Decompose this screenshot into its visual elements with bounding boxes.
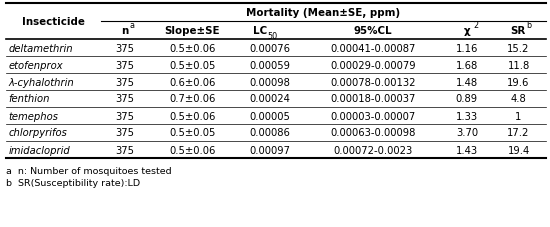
- Text: chlorpyrifos: chlorpyrifos: [9, 128, 68, 138]
- Text: 0.00098: 0.00098: [250, 77, 290, 87]
- Text: 375: 375: [115, 128, 134, 138]
- Text: 11.8: 11.8: [508, 60, 530, 70]
- Text: 375: 375: [115, 60, 134, 70]
- Text: 19.4: 19.4: [508, 145, 530, 155]
- Text: 375: 375: [115, 94, 134, 104]
- Text: Slope±SE: Slope±SE: [164, 26, 221, 36]
- Text: 0.00076: 0.00076: [250, 43, 290, 53]
- Text: a  n: Number of mosquitoes tested: a n: Number of mosquitoes tested: [6, 166, 172, 175]
- Text: 17.2: 17.2: [507, 128, 530, 138]
- Text: 0.6±0.06: 0.6±0.06: [169, 77, 216, 87]
- Text: 3.70: 3.70: [456, 128, 478, 138]
- Text: Insecticide: Insecticide: [22, 17, 85, 27]
- Text: 375: 375: [115, 111, 134, 121]
- Text: 1.16: 1.16: [456, 43, 478, 53]
- Text: fenthion: fenthion: [9, 94, 50, 104]
- Text: imidacloprid: imidacloprid: [9, 145, 70, 155]
- Text: 0.7±0.06: 0.7±0.06: [169, 94, 216, 104]
- Text: 0.00072-0.0023: 0.00072-0.0023: [334, 145, 413, 155]
- Text: SR: SR: [510, 26, 525, 36]
- Text: 19.6: 19.6: [507, 77, 530, 87]
- Text: 1: 1: [515, 111, 522, 121]
- Text: χ: χ: [464, 26, 470, 36]
- Text: λ-cyhalothrin: λ-cyhalothrin: [9, 77, 74, 87]
- Text: 0.00003-0.00007: 0.00003-0.00007: [331, 111, 416, 121]
- Text: 4.8: 4.8: [511, 94, 526, 104]
- Text: b: b: [526, 21, 531, 30]
- Text: 0.5±0.05: 0.5±0.05: [169, 60, 216, 70]
- Text: 1.48: 1.48: [456, 77, 478, 87]
- Text: 375: 375: [115, 43, 134, 53]
- Text: b  SR(Susceptibility rate):LD: b SR(Susceptibility rate):LD: [6, 179, 140, 188]
- Text: 15.2: 15.2: [507, 43, 530, 53]
- Text: 375: 375: [115, 77, 134, 87]
- Text: 0.00097: 0.00097: [250, 145, 290, 155]
- Text: 1.68: 1.68: [456, 60, 478, 70]
- Text: deltamethrin: deltamethrin: [9, 43, 73, 53]
- Text: a: a: [129, 21, 134, 30]
- Text: Mortality (Mean±SE, ppm): Mortality (Mean±SE, ppm): [246, 8, 400, 18]
- Text: LC: LC: [252, 26, 267, 36]
- Text: 0.5±0.05: 0.5±0.05: [169, 128, 216, 138]
- Text: 0.00059: 0.00059: [250, 60, 290, 70]
- Text: 0.5±0.06: 0.5±0.06: [169, 111, 216, 121]
- Text: 2: 2: [474, 21, 478, 30]
- Text: 50: 50: [268, 32, 278, 41]
- Text: 375: 375: [115, 145, 134, 155]
- Text: 1.43: 1.43: [456, 145, 478, 155]
- Text: 0.00078-0.00132: 0.00078-0.00132: [331, 77, 416, 87]
- Text: etofenprox: etofenprox: [9, 60, 63, 70]
- Text: 1.33: 1.33: [456, 111, 478, 121]
- Text: 0.00086: 0.00086: [250, 128, 290, 138]
- Text: 0.00024: 0.00024: [250, 94, 290, 104]
- Text: 0.89: 0.89: [456, 94, 478, 104]
- Text: 0.00018-0.00037: 0.00018-0.00037: [331, 94, 416, 104]
- Text: n: n: [121, 26, 128, 36]
- Text: 0.5±0.06: 0.5±0.06: [169, 43, 216, 53]
- Text: 0.00029-0.00079: 0.00029-0.00079: [331, 60, 416, 70]
- Text: temephos: temephos: [9, 111, 59, 121]
- Text: 0.00005: 0.00005: [250, 111, 290, 121]
- Text: 0.00041-0.00087: 0.00041-0.00087: [331, 43, 416, 53]
- Text: 0.5±0.06: 0.5±0.06: [169, 145, 216, 155]
- Text: 0.00063-0.00098: 0.00063-0.00098: [331, 128, 416, 138]
- Text: 95%CL: 95%CL: [354, 26, 393, 36]
